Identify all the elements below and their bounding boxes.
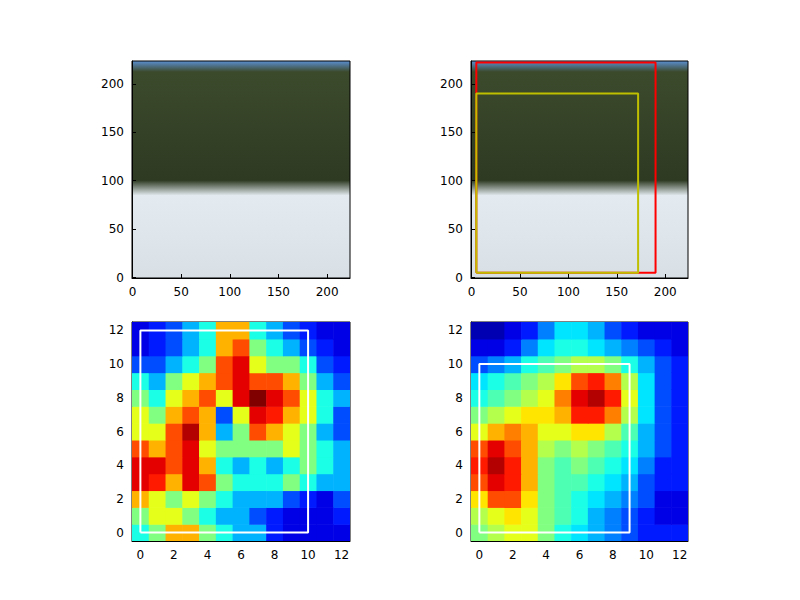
svg-text:6: 6 [237, 548, 245, 562]
svg-text:100: 100 [440, 174, 463, 188]
svg-text:10: 10 [109, 357, 124, 371]
svg-text:2: 2 [509, 548, 517, 562]
svg-text:10: 10 [448, 357, 463, 371]
svg-text:2: 2 [170, 548, 178, 562]
svg-text:4: 4 [542, 548, 550, 562]
svg-text:150: 150 [440, 125, 463, 139]
svg-text:0: 0 [455, 271, 463, 285]
svg-text:100: 100 [218, 285, 241, 299]
svg-text:4: 4 [204, 548, 212, 562]
svg-text:6: 6 [116, 425, 124, 439]
svg-text:100: 100 [557, 285, 580, 299]
svg-text:8: 8 [455, 391, 463, 405]
svg-text:100: 100 [101, 174, 124, 188]
svg-text:200: 200 [654, 285, 677, 299]
svg-text:8: 8 [271, 548, 279, 562]
svg-text:150: 150 [267, 285, 290, 299]
svg-text:6: 6 [455, 425, 463, 439]
svg-text:0: 0 [455, 526, 463, 540]
svg-text:12: 12 [672, 548, 687, 562]
svg-text:6: 6 [576, 548, 584, 562]
svg-text:0: 0 [476, 548, 484, 562]
svg-text:50: 50 [512, 285, 527, 299]
svg-text:50: 50 [174, 285, 189, 299]
svg-text:50: 50 [109, 222, 124, 236]
svg-text:8: 8 [609, 548, 617, 562]
svg-text:150: 150 [605, 285, 628, 299]
svg-text:0: 0 [129, 285, 137, 299]
svg-text:200: 200 [316, 285, 339, 299]
svg-text:0: 0 [137, 548, 145, 562]
svg-text:12: 12 [448, 323, 463, 337]
svg-text:200: 200 [101, 77, 124, 91]
svg-text:12: 12 [109, 323, 124, 337]
svg-text:0: 0 [468, 285, 476, 299]
svg-text:12: 12 [334, 548, 349, 562]
svg-text:50: 50 [448, 222, 463, 236]
svg-text:200: 200 [440, 77, 463, 91]
svg-text:150: 150 [101, 125, 124, 139]
svg-text:4: 4 [116, 458, 124, 472]
svg-text:10: 10 [639, 548, 654, 562]
svg-text:2: 2 [455, 492, 463, 506]
svg-text:8: 8 [116, 391, 124, 405]
svg-text:0: 0 [116, 526, 124, 540]
svg-text:10: 10 [300, 548, 315, 562]
svg-text:2: 2 [116, 492, 124, 506]
svg-text:4: 4 [455, 458, 463, 472]
svg-text:0: 0 [116, 271, 124, 285]
